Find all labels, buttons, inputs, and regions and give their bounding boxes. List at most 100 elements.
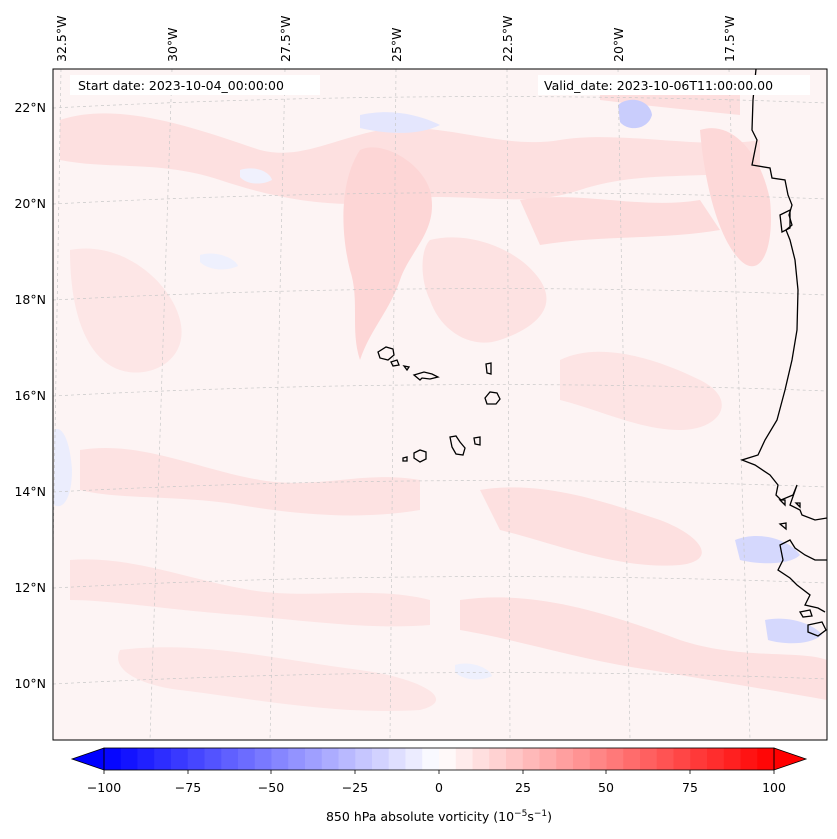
africa-coastline: [777, 539, 827, 613]
vorticity-patch: [200, 253, 238, 270]
island-santa-luzia: [402, 365, 411, 372]
colorbar-segment: [690, 748, 708, 770]
vorticity-patch: [618, 99, 652, 129]
colorbar-segment: [589, 748, 607, 770]
africa-coastline: [740, 69, 827, 521]
colorbar-segment: [204, 748, 222, 770]
lat-label: 18°N: [14, 292, 46, 307]
vorticity-patch: [70, 248, 182, 373]
colorbar-segment: [539, 748, 557, 770]
island-sao-nicolau: [412, 371, 440, 381]
lon-label: 22.5°W: [500, 16, 515, 62]
colorbar-segment: [288, 748, 306, 770]
colorbar-segment: [640, 748, 658, 770]
lat-label: 14°N: [14, 484, 46, 499]
colorbar-segment: [137, 748, 155, 770]
colorbar-segment: [271, 748, 289, 770]
colorbar-segment: [321, 748, 339, 770]
lon-label: 30°W: [165, 27, 180, 62]
colorbar-segment: [221, 748, 239, 770]
colorbar-segment: [740, 748, 758, 770]
vorticity-patch: [460, 597, 827, 700]
colorbar-segment: [656, 748, 674, 770]
vorticity-field: [54, 78, 827, 711]
island-fogo: [413, 449, 427, 463]
colorbar-tick-label: −50: [258, 780, 284, 795]
colorbar-tick-labels: −100 −75 −50 −25 0 25 50 75 100: [87, 780, 786, 795]
island-sao-vicente: [390, 359, 400, 367]
colorbar-segment: [338, 748, 356, 770]
island: [779, 208, 791, 233]
vorticity-patch: [118, 647, 437, 711]
colorbar-segment: [606, 748, 624, 770]
colorbar-segment: [422, 748, 440, 770]
colorbar-segment: [372, 748, 390, 770]
colorbar-segment: [439, 748, 457, 770]
start-date-label: Start date: 2023-10-04_00:00:00: [78, 78, 284, 93]
colorbar-segment: [506, 748, 524, 770]
island-maio: [473, 436, 481, 446]
colorbar-max-extension: [773, 747, 808, 771]
colorbar-ticks: [103, 770, 775, 774]
vorticity-patch: [60, 113, 760, 204]
longitude-labels: 32.5°W 30°W 27.5°W 25°W 22.5°W 20°W 17.5…: [54, 16, 737, 62]
vorticity-patch: [700, 128, 771, 267]
vorticity-patch: [422, 237, 547, 343]
vorticity-patch: [54, 429, 72, 507]
lat-label: 20°N: [14, 196, 46, 211]
colorbar-segment: [254, 748, 272, 770]
latitude-labels: 22°N 20°N 18°N 16°N 14°N 12°N 10°N: [14, 100, 46, 691]
colorbar-tick-label: 100: [762, 780, 786, 795]
vorticity-patch: [240, 168, 272, 184]
colorbar-tick-label: 25: [515, 780, 531, 795]
colorbar-segment: [388, 748, 406, 770]
lat-label: 22°N: [14, 100, 46, 115]
colorbar-segment: [120, 748, 138, 770]
colorbar-segment: [522, 748, 540, 770]
colorbar-segment: [489, 748, 507, 770]
vorticity-patch: [360, 112, 440, 133]
colorbar: −100 −75 −50 −25 0 25 50 75 100 850 hPa …: [70, 747, 808, 824]
vorticity-patch: [520, 197, 720, 245]
colorbar-segment: [472, 748, 490, 770]
island: [778, 499, 786, 507]
valid-date-label: Valid_date: 2023-10-06T11:00:00.00: [544, 78, 773, 93]
vorticity-patch: [560, 351, 722, 430]
lon-label: 20°W: [611, 27, 626, 62]
colorbar-segments: [104, 748, 775, 770]
vorticity-patch: [480, 487, 702, 566]
colorbar-segment: [405, 748, 423, 770]
map-panel: [52, 68, 828, 741]
vorticity-patch: [455, 663, 492, 680]
colorbar-segment: [723, 748, 741, 770]
colorbar-tick-label: 75: [682, 780, 698, 795]
vorticity-patch: [343, 147, 433, 360]
lat-label: 16°N: [14, 388, 46, 403]
colorbar-segment: [355, 748, 373, 770]
colorbar-tick-label: 0: [435, 780, 443, 795]
lat-label: 12°N: [14, 580, 46, 595]
colorbar-tick-label: −100: [87, 780, 121, 795]
colorbar-tick-label: 50: [598, 780, 614, 795]
colorbar-segment: [623, 748, 641, 770]
colorbar-segment: [573, 748, 591, 770]
gridlines: [53, 69, 827, 740]
colorbar-segment: [305, 748, 323, 770]
colorbar-segment: [556, 748, 574, 770]
island-brava: [402, 456, 408, 462]
colorbar-segment: [673, 748, 691, 770]
colorbar-segment: [707, 748, 725, 770]
vorticity-patch: [80, 447, 420, 516]
bijagos-islands: [798, 609, 827, 637]
island-santo-antao: [377, 346, 395, 361]
lat-label: 10°N: [14, 676, 46, 691]
lon-label: 25°W: [389, 27, 404, 62]
island-santiago: [449, 435, 466, 456]
header-annotations: Start date: 2023-10-04_00:00:00 Valid_da…: [70, 75, 810, 95]
lon-label: 27.5°W: [278, 16, 293, 62]
colorbar-segment: [171, 748, 189, 770]
colorbar-tick-label: −25: [342, 780, 368, 795]
map-frame: [52, 68, 828, 741]
colorbar-segment: [104, 748, 122, 770]
